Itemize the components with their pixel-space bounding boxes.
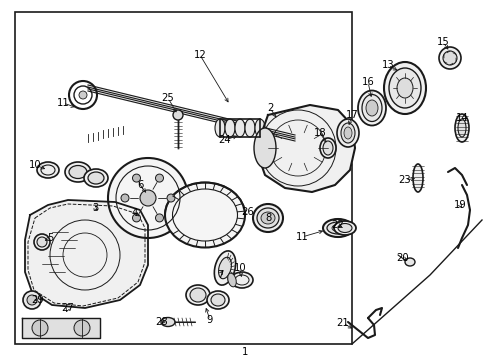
Ellipse shape	[215, 119, 224, 137]
Ellipse shape	[254, 119, 264, 137]
Circle shape	[32, 320, 48, 336]
Ellipse shape	[340, 123, 354, 143]
Text: 10: 10	[233, 263, 246, 273]
Text: 26: 26	[241, 207, 254, 217]
Circle shape	[132, 174, 140, 182]
Ellipse shape	[396, 78, 412, 98]
Ellipse shape	[454, 114, 468, 142]
Text: 11: 11	[57, 98, 69, 108]
Circle shape	[74, 320, 90, 336]
Text: 16: 16	[361, 77, 374, 87]
Ellipse shape	[88, 172, 104, 184]
Text: 28: 28	[155, 317, 168, 327]
Ellipse shape	[235, 119, 244, 137]
Ellipse shape	[206, 291, 228, 309]
Ellipse shape	[457, 119, 465, 137]
Text: 5: 5	[47, 233, 53, 243]
Text: 11: 11	[295, 232, 308, 242]
Ellipse shape	[185, 285, 209, 305]
Ellipse shape	[164, 183, 244, 248]
Ellipse shape	[37, 162, 59, 178]
Text: 7: 7	[216, 270, 223, 280]
Ellipse shape	[214, 251, 235, 285]
Ellipse shape	[252, 204, 283, 232]
Polygon shape	[22, 318, 100, 338]
Text: 12: 12	[193, 50, 206, 60]
Text: 29: 29	[32, 295, 44, 305]
Circle shape	[27, 295, 37, 305]
Text: 6: 6	[137, 180, 143, 190]
Ellipse shape	[383, 62, 425, 114]
Ellipse shape	[343, 127, 351, 139]
Text: 10: 10	[29, 160, 41, 170]
Text: 3: 3	[92, 203, 98, 213]
Ellipse shape	[218, 257, 231, 279]
Ellipse shape	[190, 288, 205, 302]
Text: 9: 9	[206, 315, 213, 325]
Text: 23: 23	[398, 175, 410, 185]
Ellipse shape	[357, 90, 385, 126]
Bar	[15, 12, 351, 344]
Ellipse shape	[224, 119, 235, 137]
Text: 4: 4	[132, 208, 138, 218]
Circle shape	[79, 91, 87, 99]
Text: 25: 25	[162, 93, 174, 103]
Ellipse shape	[365, 100, 377, 116]
Text: 2: 2	[266, 103, 273, 113]
Polygon shape	[25, 200, 148, 308]
Polygon shape	[258, 105, 354, 192]
Text: 21: 21	[336, 318, 348, 328]
Ellipse shape	[326, 222, 348, 234]
Text: 20: 20	[396, 253, 408, 263]
Ellipse shape	[37, 237, 47, 247]
Circle shape	[155, 214, 163, 222]
Text: 14: 14	[455, 113, 468, 123]
Ellipse shape	[227, 273, 236, 287]
Ellipse shape	[257, 208, 279, 228]
Ellipse shape	[336, 119, 358, 147]
Circle shape	[155, 174, 163, 182]
Ellipse shape	[230, 272, 252, 288]
Ellipse shape	[323, 219, 352, 237]
Ellipse shape	[388, 68, 420, 108]
Text: 24: 24	[218, 135, 231, 145]
Ellipse shape	[210, 294, 224, 306]
Circle shape	[140, 190, 156, 206]
Ellipse shape	[404, 258, 414, 266]
Text: 17: 17	[345, 110, 358, 120]
Text: 8: 8	[264, 213, 270, 223]
Ellipse shape	[333, 221, 355, 235]
Ellipse shape	[173, 110, 183, 120]
Text: 22: 22	[331, 220, 344, 230]
Ellipse shape	[261, 212, 274, 224]
Ellipse shape	[84, 169, 108, 187]
Ellipse shape	[34, 234, 50, 250]
Circle shape	[442, 51, 456, 65]
Ellipse shape	[412, 164, 422, 192]
Ellipse shape	[337, 224, 351, 233]
Circle shape	[132, 214, 140, 222]
Ellipse shape	[253, 128, 275, 168]
Circle shape	[23, 291, 41, 309]
Circle shape	[167, 194, 175, 202]
Polygon shape	[88, 85, 294, 141]
Text: 27: 27	[61, 303, 74, 313]
Ellipse shape	[331, 225, 343, 231]
Ellipse shape	[161, 318, 175, 327]
Text: 19: 19	[453, 200, 466, 210]
Ellipse shape	[244, 119, 254, 137]
Ellipse shape	[65, 162, 91, 182]
Circle shape	[438, 47, 460, 69]
Text: 13: 13	[381, 60, 393, 70]
Text: 1: 1	[242, 347, 248, 357]
Ellipse shape	[361, 95, 381, 122]
Ellipse shape	[319, 138, 335, 158]
Ellipse shape	[323, 141, 332, 155]
Text: 15: 15	[436, 37, 448, 47]
Text: 18: 18	[313, 128, 325, 138]
Circle shape	[108, 158, 187, 238]
Ellipse shape	[69, 166, 87, 179]
Circle shape	[121, 194, 129, 202]
